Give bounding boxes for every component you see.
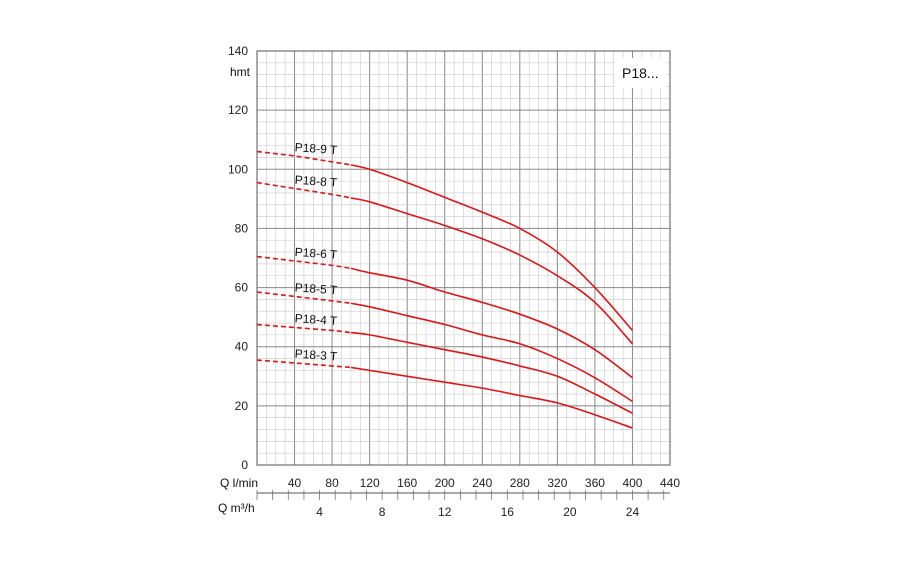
series-label: P18-6 T [294, 245, 338, 262]
series-curve-dashed [256, 150, 351, 166]
series-curve-dashed [256, 291, 351, 305]
curves [256, 150, 634, 429]
series-curve [350, 197, 634, 345]
x-tick-label: 120 [360, 476, 380, 490]
x-tick-label: 80 [325, 476, 339, 490]
y-tick-label: 120 [228, 103, 248, 117]
plot-frame [256, 50, 671, 494]
y-tick-label: 80 [235, 221, 249, 235]
series-curve [350, 331, 633, 414]
x-tick-label: 40 [288, 476, 302, 490]
grid [256, 50, 671, 500]
series-label: P18-9 T [294, 140, 338, 157]
series-curve-dashed [256, 359, 351, 369]
x-tick-label: 200 [435, 476, 455, 490]
y-tick-label: 60 [235, 281, 249, 295]
x-axis-label: Q l/min [220, 476, 258, 490]
series-curve-dashed [256, 323, 351, 334]
y-tick-label: 0 [241, 458, 248, 472]
x-tick-label: 360 [585, 476, 605, 490]
series-label: P18-3 T [294, 347, 338, 364]
series-curve [350, 267, 633, 379]
y-tick-label: 20 [235, 399, 249, 413]
x2-tick-label: 24 [626, 505, 640, 519]
x2-tick-label: 12 [438, 505, 452, 519]
x2-tick-label: 4 [316, 505, 323, 519]
plot-border [256, 50, 671, 466]
series-label: P18-8 T [294, 173, 338, 190]
y-tick-label: 40 [235, 340, 249, 354]
series-curve-dashed [256, 181, 352, 199]
series-curve [350, 164, 634, 331]
series-label: P18-5 T [294, 280, 338, 297]
y-tick-label: 140 [228, 44, 248, 58]
y-tick-label: 100 [228, 162, 248, 176]
x-tick-labels: 40 80 120 160 200 240 280 320 360 400 440 [288, 476, 680, 490]
curve-labels: P18-9 T P18-8 T P18-6 T P18-5 T P18-4 T P18-3… [294, 140, 338, 363]
y-tick-labels: 0 20 40 60 80 100 120 140 [228, 44, 248, 472]
x-tick-label: 400 [622, 476, 642, 490]
series-tag: P18... [622, 65, 659, 81]
x-tick-label: 240 [472, 476, 492, 490]
y-axis-label: hmt [230, 65, 251, 79]
x2-tick-label: 20 [563, 505, 577, 519]
series-label: P18-4 T [294, 311, 338, 328]
x-tick-label: 160 [397, 476, 417, 490]
x2-tick-label: 16 [501, 505, 515, 519]
x2-axis-label: Q m³/h [218, 501, 255, 515]
x2-tick-label: 8 [379, 505, 386, 519]
series-curve-dashed [256, 255, 351, 270]
x2-tick-labels: 4 8 12 16 20 24 [316, 505, 639, 519]
x-tick-label: 320 [547, 476, 567, 490]
x-tick-label: 280 [510, 476, 530, 490]
x-tick-label: 440 [660, 476, 680, 490]
series-curve [350, 366, 633, 429]
series-tag-box [614, 58, 666, 88]
series-curve [350, 302, 633, 403]
